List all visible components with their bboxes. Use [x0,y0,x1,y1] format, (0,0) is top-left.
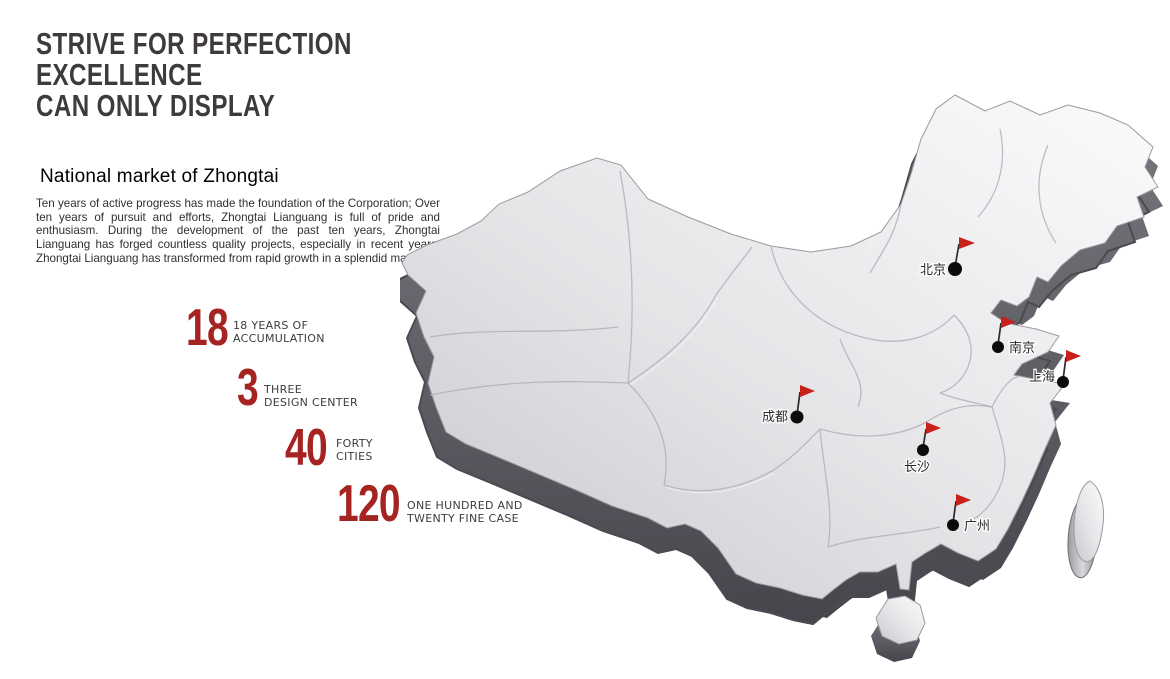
stat-cities-label: FORTY CITIES [336,437,373,463]
stat-label-line: FORTY [336,437,373,450]
city-label-chengdu: 成都 [762,410,788,425]
flag-icon [956,494,971,506]
flag-icon [1066,350,1081,362]
city-label-shanghai: 上海 [1029,370,1055,385]
page-title: STRIVE FOR PERFECTION EXCELLENCE CAN ONL… [36,28,441,121]
stat-design-centers-label: THREE DESIGN CENTER [264,383,358,409]
stat-label-line: DESIGN CENTER [264,396,358,409]
city-dot [948,262,962,276]
stat-label-line: ONE HUNDRED AND [407,499,523,512]
city-label-guangzhou: 广州 [964,519,990,534]
stat-label-line: CITIES [336,450,373,463]
city-label-changsha: 长沙 [904,460,930,475]
stat-cities-value: 40 [285,419,328,477]
title-line-3: CAN ONLY DISPLAY [36,88,276,123]
flag-icon [959,237,975,249]
stat-fine-cases-label: ONE HUNDRED AND TWENTY FINE CASE [407,499,523,525]
flag-icon [800,385,815,397]
city-dot [790,410,804,424]
city-label-beijing: 北京 [920,263,946,278]
stat-years-label: 18 YEARS OF ACCUMULATION [233,319,325,345]
title-line-2: EXCELLENCE [36,57,203,92]
stat-label-line: ACCUMULATION [233,332,325,345]
stat-fine-cases-value: 120 [337,475,401,533]
china-3d-map: 北京 南京 上海 成都 [400,94,1163,662]
flag-icon [1001,316,1016,328]
stat-design-centers-value: 3 [237,359,259,417]
city-dot [1057,376,1069,388]
stat-years-value: 18 [186,299,229,357]
city-marker-changsha: 长沙 [903,422,941,476]
city-marker-guangzhou: 广州 [947,494,991,535]
city-dot [992,341,1004,353]
city-markers: 北京 南京 上海 成都 [761,237,1081,535]
city-dot [917,444,929,456]
title-line-1: STRIVE FOR PERFECTION [36,26,352,61]
stat-label-line: THREE [264,383,303,396]
section-subtitle: National market of Zhongtai [40,166,279,187]
province-borders [429,128,1057,548]
intro-paragraph: Ten years of active progress has made th… [36,197,440,265]
stat-label-line: 18 YEARS OF [233,319,309,332]
city-marker-beijing: 北京 [919,237,975,279]
city-label-nanjing: 南京 [1009,340,1035,356]
city-dot [947,519,959,531]
city-marker-shanghai: 上海 [1028,350,1081,388]
city-marker-nanjing: 南京 [992,316,1036,357]
city-marker-chengdu: 成都 [761,385,815,426]
flag-icon [926,422,941,434]
stat-label-line: TWENTY FINE CASE [407,512,519,525]
